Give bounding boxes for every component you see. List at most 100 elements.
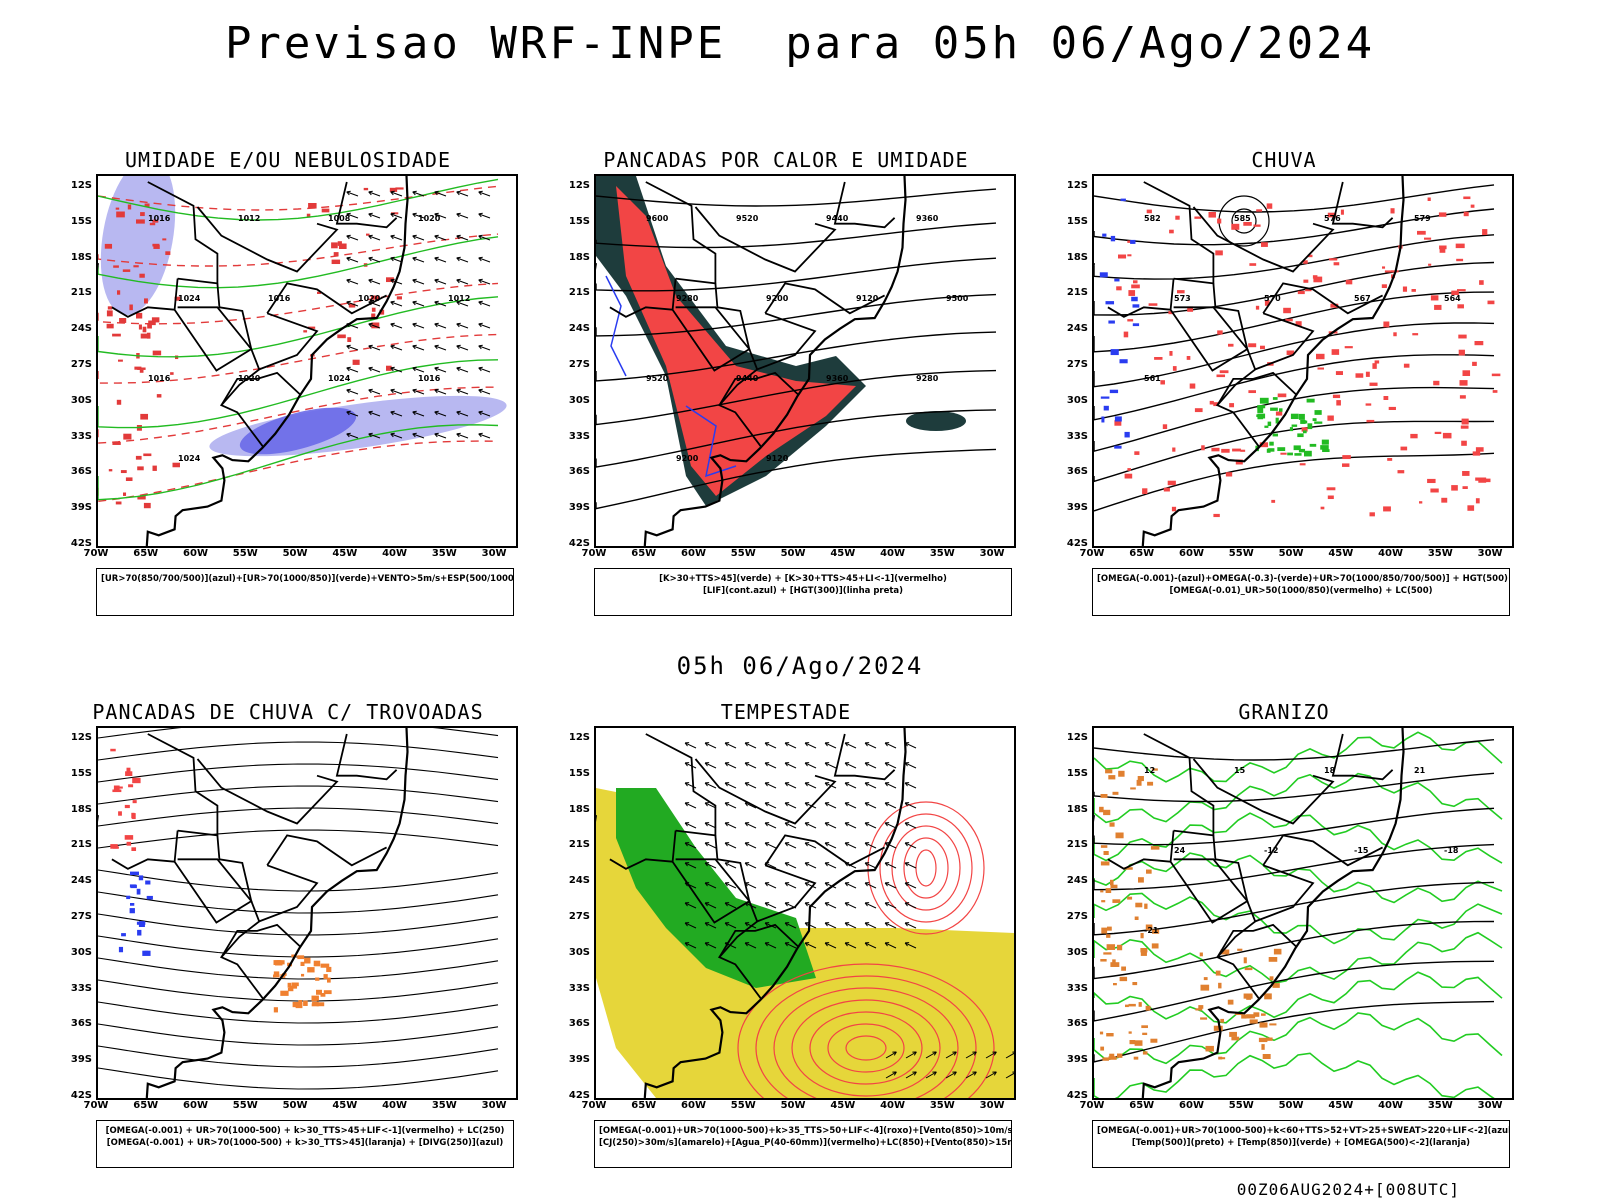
lat-tick-label: 39S [70,1054,92,1066]
contour-label: 1024 [328,374,351,383]
contour-label: 15 [1234,766,1246,775]
lon-tick-label: 70W [83,1100,109,1111]
lon-tick-label: 60W [681,548,706,559]
lon-tick-label: 50W [1278,548,1304,559]
lon-tick-label: 70W [581,548,607,559]
contour-label: 1008 [328,214,351,223]
lon-tick-label: 35W [431,548,457,559]
lon-tick-label: 35W [1427,548,1453,559]
map-plot [594,174,1016,548]
lat-tick-label: 21S [1066,839,1088,851]
lon-tick-label: 40W [880,1100,906,1111]
lon-tick-label: 35W [431,1100,457,1111]
lat-tick-label: 24S [70,323,92,335]
lat-tick-label: 27S [568,910,590,922]
lat-tick-label: 27S [1066,358,1088,370]
contour-label: 9600 [646,214,669,223]
lat-tick-label: 12S [568,731,590,743]
map-plot [96,174,518,548]
lon-tick-label: 45W [830,1100,856,1111]
lon-tick-label: 70W [1079,548,1105,559]
contour-label: 9440 [736,374,759,383]
lat-tick-label: 21S [568,287,590,299]
panel-legend: [UR>70(850/700/500)](azul)+[UR>70(1000/8… [96,568,514,616]
lon-tick-label: 55W [232,548,258,559]
contour-label: 567 [1354,294,1371,303]
map-plot [96,726,518,1100]
lon-tick-label: 65W [631,548,657,559]
lat-tick-label: 33S [70,982,92,994]
contour-label: 561 [1144,374,1161,383]
lon-tick-label: 35W [1427,1100,1453,1111]
lat-tick-label: 39S [568,502,590,514]
panel-pancadas-calor: PANCADAS POR CALOR E UMIDADE 12S 15S 18S 21S… [546,148,1026,623]
panel-legend: [OMEGA(-0.001)+UR>70(1000-500)+k>35_TTS>… [594,1120,1012,1168]
legend-line: [CJ(250)>30m/s](amarelo)+[Agua_P(40-60mm… [599,1138,1011,1148]
contour-label: 1012 [238,214,261,223]
lon-tick-label: 45W [1328,1100,1354,1111]
map-svg [1094,176,1501,546]
legend-line: [LIF](cont.azul) + [HGT(300)](linha pret… [702,586,904,596]
contour-label: 9200 [676,454,699,463]
lon-tick-label: 40W [382,1100,408,1111]
panel-tempestade: TEMPESTADE 12S 15S 18S 21S 24S 27S 30S 33S 36S 39S… [546,700,1026,1175]
lat-tick-label: 42S [1066,538,1088,549]
lat-tick-label: 18S [568,803,590,815]
lon-tick-label: 45W [332,1100,358,1111]
legend-line: [OMEGA(-0.001) + UR>70(1000-500) + k>30_… [106,1138,504,1148]
lat-tick-label: 18S [70,803,92,815]
lat-tick-label: 33S [1066,430,1088,442]
map-svg [1094,728,1503,1098]
lon-tick-label: 40W [1378,548,1404,559]
contour-label: -12 [1264,846,1279,855]
panel-legend: [OMEGA(-0.001)+UR>70(1000-500)+k<60+TTS>… [1092,1120,1510,1168]
contour-label: 9520 [736,214,759,223]
contour-label: 9360 [826,374,849,383]
legend-line: [OMEGA(-0.001)+UR>70(1000-500)+k>35_TTS>… [599,1126,1012,1136]
lon-tick-label: 55W [1228,548,1254,559]
contour-label: 573 [1174,294,1191,303]
lat-tick-label: 27S [1066,910,1088,922]
lat-tick-label: 12S [1066,731,1088,743]
panel-title: PANCADAS POR CALOR E UMIDADE [603,148,969,172]
lon-tick-label: 45W [830,548,856,559]
contour-label: 1016 [148,374,171,383]
panel-legend: [K>30+TTS>45](verde) + [K>30+TTS>45+LI<-… [594,568,1012,616]
contour-label: -15 [1354,846,1369,855]
lon-tick-label: 70W [581,1100,607,1111]
lon-tick-label: 50W [282,548,308,559]
map-plot [1092,174,1514,548]
lat-tick-label: 36S [568,466,590,478]
lat-tick-label: 24S [1066,875,1088,887]
lon-tick-label: 40W [382,548,408,559]
lon-tick-label: 30W [481,548,507,559]
legend-line: [OMEGA(-0.001)-(azul)+OMEGA(-0.3)-(verde… [1097,574,1508,584]
lat-tick-label: 30S [568,394,590,406]
lat-tick-label: 15S [70,215,92,227]
lat-tick-label: 36S [70,466,92,478]
lat-tick-label: 21S [70,287,92,299]
lat-tick-label: 33S [1066,982,1088,994]
lat-tick-label: 21S [70,839,92,851]
lon-tick-label: 70W [83,548,109,559]
contour-label: 9440 [826,214,849,223]
contour-label: 9200 [766,294,789,303]
contour-label: 1020 [418,214,441,223]
lon-tick-label: 50W [282,1100,308,1111]
lon-tick-label: 55W [730,1100,756,1111]
lat-tick-label: 12S [1066,179,1088,191]
lon-tick-label: 35W [929,548,955,559]
panel-title: GRANIZO [1238,700,1330,724]
lat-tick-label: 15S [568,767,590,779]
lat-tick-label: 18S [70,251,92,263]
contour-label: 9120 [766,454,789,463]
lat-tick-label: 30S [70,946,92,958]
panel-pancadas-trovoadas: PANCADAS DE CHUVA C/ TROVOADAS 12S 15S 18S 2… [48,700,528,1175]
lon-tick-label: 35W [929,1100,955,1111]
contour-label: 576 [1324,214,1341,223]
contour-label: 570 [1264,294,1281,303]
map-svg [596,728,1014,1098]
panel-legend: [OMEGA(-0.001)-(azul)+OMEGA(-0.3)-(verde… [1092,568,1510,616]
contour-label: 9520 [646,374,669,383]
contour-label: 12 [1144,766,1156,775]
